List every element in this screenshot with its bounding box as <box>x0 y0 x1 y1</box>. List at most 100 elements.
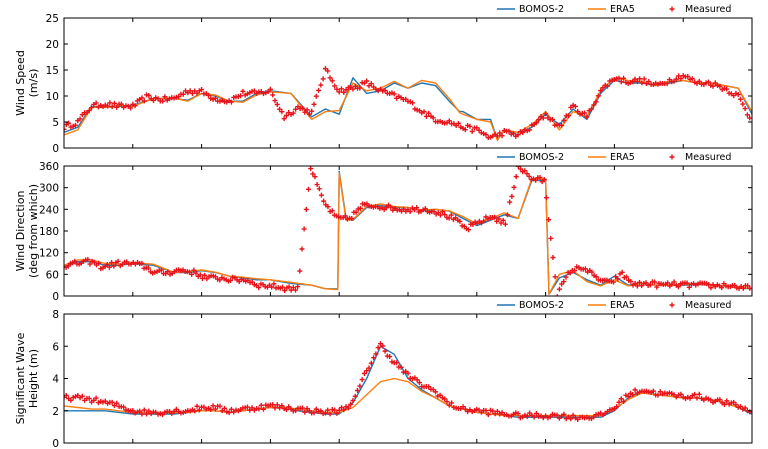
measured-point <box>270 92 276 98</box>
measured-point <box>673 76 679 82</box>
measured-point <box>199 87 205 93</box>
measured-point <box>270 402 276 408</box>
measured-point <box>572 103 578 109</box>
measured-point <box>364 78 370 84</box>
series-era5-line <box>64 77 752 141</box>
y-tick-label: 6 <box>52 341 59 353</box>
panel-3: 0 2 4 6 8 Significant Wave Height (m) BOMOS-2 ER… <box>14 300 753 449</box>
measured-point <box>533 177 539 183</box>
measured-point <box>77 116 83 122</box>
measured-point <box>202 272 208 278</box>
measured-point <box>694 395 700 401</box>
measured-point <box>256 285 262 291</box>
measured-point <box>359 377 365 383</box>
measured-point <box>552 274 558 280</box>
measured-point <box>524 413 530 419</box>
measured-point <box>744 112 750 118</box>
measured-point <box>515 411 521 417</box>
measured-point <box>518 166 524 172</box>
measured-point <box>496 216 502 222</box>
measured-point <box>111 100 117 106</box>
measured-point <box>457 218 463 224</box>
measured-point <box>533 410 539 416</box>
measured-point <box>325 204 331 210</box>
measured-point <box>310 171 316 177</box>
measured-point <box>357 85 363 91</box>
measured-point <box>388 204 394 210</box>
series-bomos-2-line <box>64 77 752 141</box>
measured-point <box>350 398 356 404</box>
measured-point <box>187 88 193 94</box>
measured-point <box>302 409 308 415</box>
measured-point <box>180 91 186 97</box>
measured-point <box>368 360 374 366</box>
measured-point <box>524 171 530 177</box>
measured-point <box>353 209 359 215</box>
measured-point <box>165 269 171 275</box>
measured-point <box>537 174 543 180</box>
measured-point <box>85 256 91 262</box>
measured-point <box>336 407 342 413</box>
measured-point <box>300 105 306 111</box>
measured-point <box>329 208 335 214</box>
measured-point <box>316 87 322 93</box>
measured-point <box>696 78 702 84</box>
measured-point <box>308 166 314 172</box>
measured-point <box>618 79 624 85</box>
y-tick-label: 4 <box>52 374 59 386</box>
measured-point <box>630 391 636 397</box>
measured-point <box>692 391 698 397</box>
measured-point <box>327 75 333 81</box>
measured-point <box>375 345 381 351</box>
measured-point <box>139 411 145 417</box>
measured-point <box>217 403 223 409</box>
measured-point <box>104 262 110 268</box>
measured-point <box>325 68 331 74</box>
legend-label: Measured <box>685 4 731 15</box>
measured-point <box>559 281 565 287</box>
measured-point <box>632 280 638 286</box>
measured-point <box>146 408 152 414</box>
measured-point <box>675 284 681 290</box>
measured-point <box>144 411 150 417</box>
measured-point <box>332 83 338 89</box>
measured-point <box>630 79 636 85</box>
measured-point <box>350 86 356 92</box>
measured-point <box>210 403 216 409</box>
legend-label: Measured <box>685 152 731 163</box>
measured-point <box>86 108 92 114</box>
y-tick-label: 240 <box>39 204 59 216</box>
measured-point <box>589 269 595 275</box>
measured-point <box>114 400 120 406</box>
measured-point <box>543 111 549 117</box>
measured-point <box>549 116 555 122</box>
measured-point <box>380 343 386 349</box>
measured-point <box>150 97 156 103</box>
measured-point <box>238 93 244 99</box>
measured-point <box>422 206 428 212</box>
legend: BOMOS-2 ERA5 Measured <box>497 4 731 15</box>
measured-point <box>550 254 556 260</box>
measured-point <box>423 113 429 119</box>
measured-point <box>109 260 115 266</box>
measured-point <box>446 215 452 221</box>
measured-point <box>414 205 420 211</box>
measured-point <box>625 393 631 399</box>
measured-point <box>405 370 411 376</box>
measured-point <box>280 284 286 290</box>
measured-point <box>79 393 85 399</box>
measured-point <box>342 213 348 219</box>
measured-point <box>483 408 489 414</box>
measured-point <box>357 205 363 211</box>
measured-point <box>305 186 311 192</box>
legend-label: BOMOS-2 <box>519 4 564 15</box>
measured-point <box>91 259 97 265</box>
measured-point <box>345 405 351 411</box>
legend-label: ERA5 <box>610 4 635 15</box>
measured-point <box>325 407 331 413</box>
measured-point <box>611 279 617 285</box>
measured-point <box>228 406 234 412</box>
measured-point <box>197 272 203 278</box>
measured-point <box>64 126 67 132</box>
measured-point <box>286 284 292 290</box>
